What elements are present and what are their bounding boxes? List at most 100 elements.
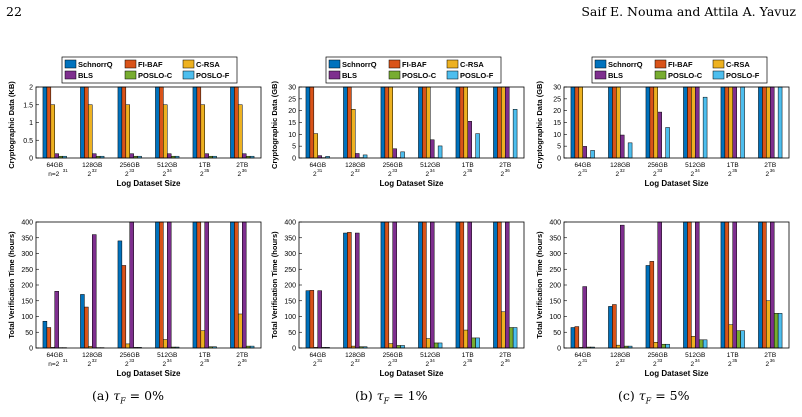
panel-b-top-xtick-exp-base-3: 2 — [425, 171, 429, 178]
panel-a-bottom-bar-fi-baf-5 — [234, 221, 239, 349]
panel-c-top-bar-c-rsa-0 — [578, 86, 583, 159]
panel-a-bottom-xlabel: Log Dataset Size — [116, 369, 181, 378]
panel-a-bottom-ytick-label: 400 — [21, 220, 33, 227]
panel-b-top-bar-c-rsa-2 — [388, 86, 393, 159]
panel-c-top-xtick-exp-base-2: 2 — [653, 171, 657, 178]
panel-a-bottom-axes-box — [35, 221, 262, 349]
panel-a-bottom-ytick-label: 350 — [21, 235, 33, 242]
panel-a-top-bar-c-rsa-1 — [88, 104, 93, 159]
panel-c-bottom-bar-bls-5 — [770, 221, 775, 349]
caption-b-label: (b) — [355, 388, 373, 403]
panel-c-top-bar-fi-baf-5 — [762, 86, 767, 159]
panel-c-top-bar-bls-5 — [770, 86, 775, 159]
panel-b-bottom-xtick-label-4: 1TB — [462, 352, 474, 359]
panel-b-bottom-ytick-label: 100 — [284, 314, 296, 321]
panel-c-top-bar-schnorrq-1 — [608, 86, 613, 159]
panel-b-top-xtick-exp-4: 35 — [467, 168, 473, 173]
caption-c-symbol: τF — [638, 388, 652, 406]
panel-b-top-ytick-label: 15 — [288, 120, 296, 127]
legend-label-schnorrq: SchnorrQ — [78, 60, 113, 69]
panel-a-top-xtick-exp-base-5: 2 — [237, 171, 241, 178]
panel-b-bottom-bar-c-rsa-2 — [388, 343, 393, 349]
panel-b-bottom-bar-bls-5 — [505, 221, 510, 349]
panel-c-top-xtick-label-5: 2TB — [764, 162, 776, 169]
panel-a-bottom-ytick-label: 150 — [21, 298, 33, 305]
panel-c-bottom-bar-schnorrq-3 — [683, 221, 688, 349]
panel-c-bottom-bar-bls-0 — [582, 286, 587, 349]
panel-b-top-bar-poslo-f-3 — [437, 145, 443, 159]
panel-c-top-bar-schnorrq-4 — [720, 86, 726, 159]
panel-c-bottom-bar-poslo-f-2 — [665, 343, 670, 349]
panel-c-bottom-xtick-label-3: 512GB — [685, 352, 705, 359]
panel-c-top-xtick-label-3: 512GB — [685, 162, 705, 169]
caption-c-label: (c) — [618, 388, 635, 403]
panel-b-bottom-ytick-label: 150 — [284, 298, 296, 305]
panel-a-top-xtick-exp-base-4: 2 — [200, 171, 204, 178]
panel-c-bottom-chart: 05010015020025030035040064GB231128GB2322… — [535, 220, 790, 378]
panel-b-bottom-ytick-label: 250 — [284, 267, 296, 274]
panel-c-bottom-bar-fi-baf-5 — [762, 221, 767, 349]
panel-a-top-bar-fi-baf-5 — [234, 86, 239, 159]
legend-swatch-bls — [328, 70, 341, 80]
panel-a-bottom-xtick-label-2: 256GB — [120, 352, 140, 359]
panel-a-bottom-xtick-label-0: 64GB — [46, 352, 63, 359]
panel-b-top-bar-bls-5 — [505, 86, 510, 159]
panel-c-bottom-xtick-exp-base-1: 2 — [615, 361, 619, 368]
panel-a-top-ylabel: Cryptographic Data (KB) — [7, 81, 16, 169]
panel-a-bottom-xtick-exp-base-1: 2 — [87, 361, 91, 368]
panel-b-top-bar-fi-baf-2 — [384, 86, 390, 159]
caption-a: (a) τF = 0% — [92, 388, 164, 406]
legend-swatch-c-rsa — [446, 59, 459, 69]
legend-swatch-fi-baf — [388, 59, 401, 69]
panel-a-top-xtick-label-5: 2TB — [236, 162, 248, 169]
panel-a-top-bar-fi-baf-0 — [46, 86, 52, 159]
panel-a-bottom-bar-c-rsa-2 — [125, 343, 130, 349]
legend-label-poslo-f: POSLO-F — [196, 71, 230, 80]
panel-a-bottom-xtick-exp-base-4: 2 — [200, 361, 204, 368]
panel-c-top-bar-bls-3 — [695, 86, 700, 159]
panel-c-top-axes-box — [563, 86, 790, 159]
panel-a-bottom-bar-schnorrq-5 — [230, 221, 235, 349]
panel-b-bottom-bar-fi-baf-4 — [459, 221, 465, 349]
panel-b-bottom-bar-schnorrq-5 — [493, 221, 498, 349]
panel-b-top-bar-bls-2 — [392, 148, 397, 159]
panel-b-bottom-bar-fi-baf-0 — [309, 290, 315, 349]
panel-b-bottom-ytick-label: 0 — [292, 346, 296, 353]
panel-b-top-bar-bls-3 — [430, 139, 435, 159]
panel-c-bottom-bar-poslo-c-5 — [773, 313, 779, 349]
panel-b-bottom-ytick-label: 400 — [284, 220, 296, 227]
panel-a-bottom-chart: 05010015020025030035040064GBn=231128GB23… — [7, 220, 262, 378]
panel-c-bottom-ylabel: Total Verification Time (hours) — [535, 231, 544, 339]
panel-c-bottom-bar-schnorrq-5 — [758, 221, 763, 349]
figure-charts: 00.511.5264GBn=231128GB232256GB233512GB2… — [7, 56, 790, 378]
panel-c-bottom-ytick-label: 50 — [553, 330, 561, 337]
panel-c-bottom-axes-box — [563, 221, 790, 349]
panel-c-top-bar-bls-0 — [582, 146, 587, 159]
panel-c-top-bar-schnorrq-0 — [570, 86, 576, 159]
panel-b-top-xtick-exp-2: 33 — [392, 168, 398, 173]
panel-c-top-xtick-exp-2: 33 — [657, 168, 663, 173]
panel-c-top-bar-fi-baf-4 — [724, 86, 730, 159]
panel-b-top-bar-fi-baf-1 — [347, 86, 352, 159]
panel-c-top-xlabel: Log Dataset Size — [644, 179, 709, 188]
panel-a-bottom-xtick-exp-base-3: 2 — [162, 361, 166, 368]
panel-c-top-xtick-exp-base-4: 2 — [728, 171, 732, 178]
panel-b-bottom-bar-poslo-c-3 — [433, 342, 439, 349]
panel-c-top-ytick-label: 25 — [553, 96, 561, 103]
panel-b-bottom-xtick-exp-base-2: 2 — [388, 361, 392, 368]
panel-a-bottom-bar-schnorrq-1 — [80, 294, 85, 349]
panel-a-top-xtick-exp-0: 31 — [63, 168, 69, 173]
panel-c-bottom-bar-fi-baf-0 — [574, 326, 580, 349]
caption-b-symbol: τF — [376, 388, 390, 406]
panel-b-bottom-xtick-exp-base-0: 2 — [313, 361, 317, 368]
legend-label-bls: BLS — [78, 71, 93, 80]
legend-swatch-schnorrq — [594, 59, 607, 69]
panel-c-bottom-xtick-label-5: 2TB — [764, 352, 776, 359]
caption-b-value: = 1% — [393, 388, 428, 403]
panel-c-top-bar-schnorrq-2 — [645, 86, 651, 159]
panel-a-bottom-ytick-label: 200 — [21, 283, 33, 290]
panel-b-bottom-ytick-label: 50 — [288, 330, 296, 337]
panel-b-bottom-bar-fi-baf-3 — [422, 221, 427, 349]
panel-a-top-xtick-exp-base-3: 2 — [162, 171, 166, 178]
panel-b-bottom-bar-poslo-f-4 — [475, 337, 480, 349]
